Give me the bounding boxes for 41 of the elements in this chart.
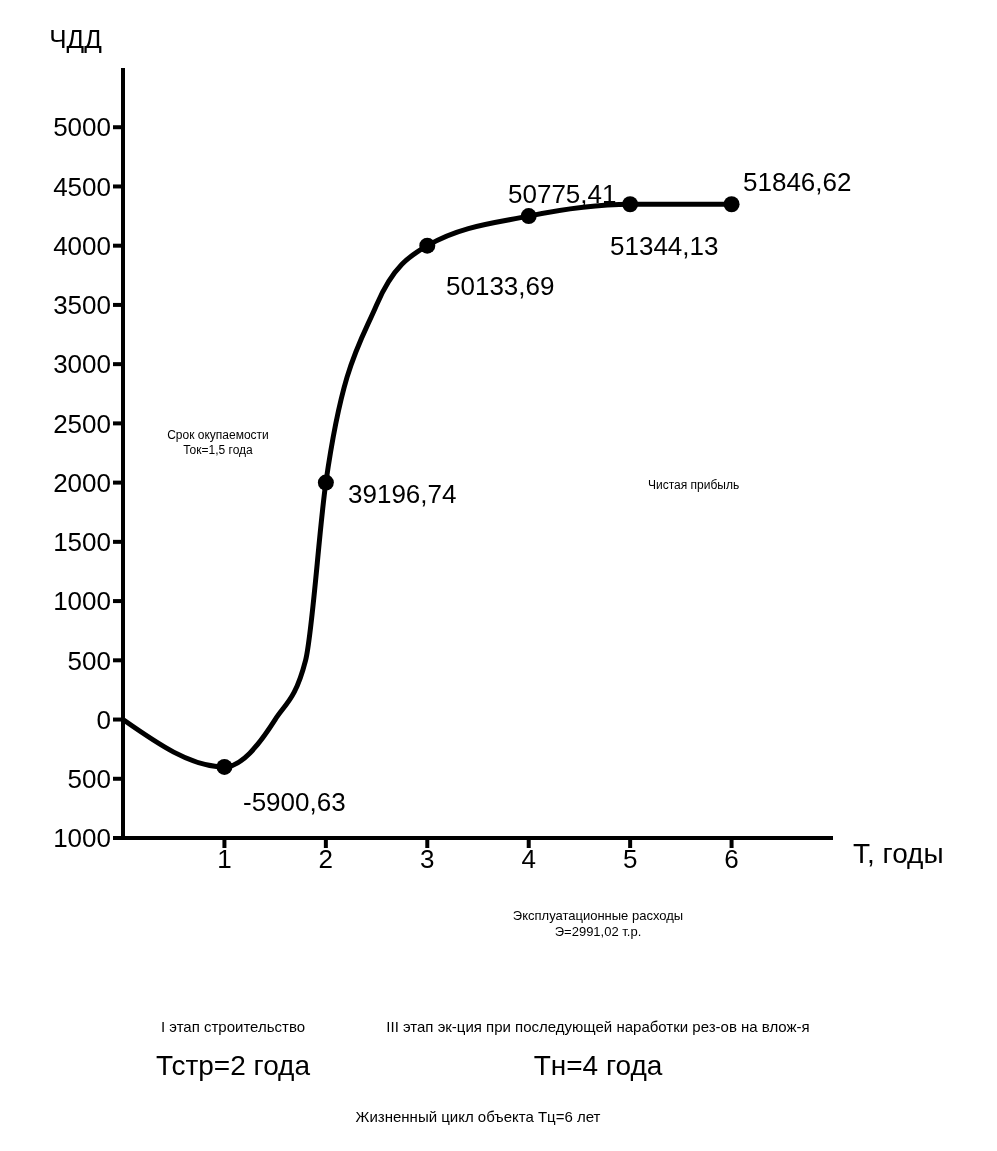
y-tick-label: 1000 [53,586,111,617]
y-tick-label: 3000 [53,349,111,380]
annotation: 50133,69 [446,270,556,303]
y-tick-label: 500 [67,645,111,676]
x-axis-title: Т, годы [853,837,944,869]
annotation: -5900,63 [243,786,347,819]
y-tick-label: 5000 [53,112,111,143]
y-tick-label: 1500 [53,527,111,558]
y-tick-label: 2500 [53,408,111,439]
text: Тн=4 года [532,1049,664,1083]
annotation: Срок окупаемости Ток=1,5 года [166,428,270,458]
text: III этап эк-ция при последующей наработки рез-ов на влож-я [385,1018,811,1037]
y-tick-label: 1000 [53,823,111,854]
x-tick-label: 6 [724,844,739,875]
x-tick-label: 2 [318,844,334,875]
y-tick-label: 500 [67,764,111,794]
y-tick-label: 0 [96,704,111,735]
y-tick-label: 4000 [53,230,111,261]
annotation: 51344,13 [610,230,720,263]
annotation: 51846,62 [743,166,853,199]
point [723,196,740,213]
y-axis-title: ЧДД [49,24,103,54]
annotation: 39196,74 [348,478,458,511]
x-tick-label: 3 [420,844,435,875]
text: I этап строительство [159,1018,307,1037]
y-tick-label: 3500 [53,290,111,321]
x-tick-label: 1 [217,844,232,875]
x-tick-label: 4 [521,844,536,875]
y-tick-label: 2000 [53,467,111,498]
y-tick-label: 4500 [53,171,111,202]
point [419,237,436,254]
point [622,196,639,213]
point [520,208,537,225]
text: Жизненный цикл объекта Тц=6 лет [354,1108,602,1127]
x-tick-label: 5 [622,844,638,875]
annotation: 50775,41 [508,178,618,211]
text: Эксплуатационные расходы Э=2991,02 т.р. [511,908,685,941]
text: Тстр=2 года [154,1049,312,1083]
annotation: Чистая прибыль [648,478,741,493]
point [216,758,233,775]
point [317,474,334,491]
